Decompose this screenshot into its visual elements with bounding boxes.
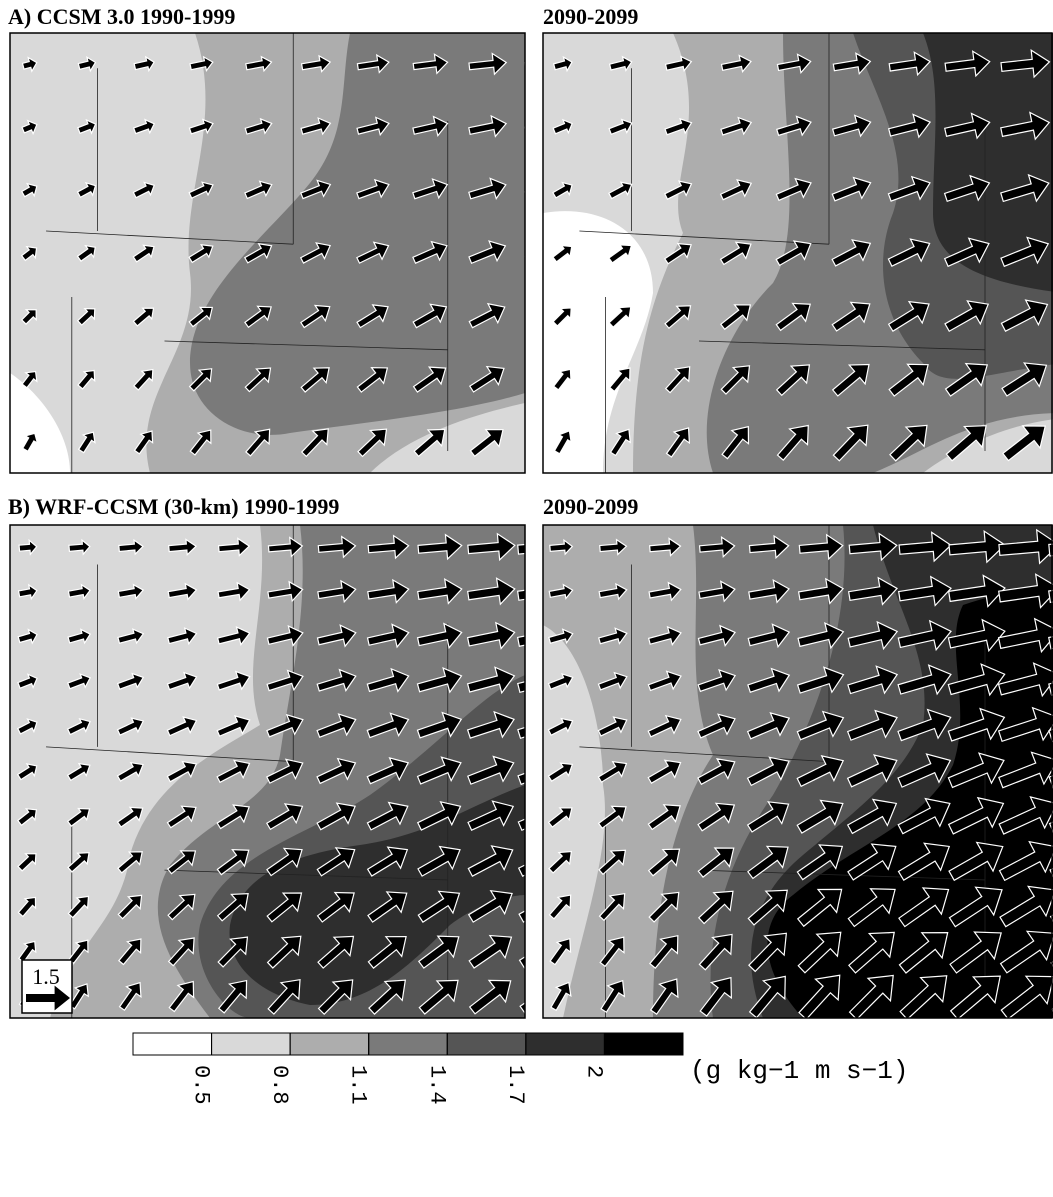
colorbar-swatch	[290, 1033, 369, 1055]
colorbar-swatch	[369, 1033, 448, 1055]
colorbar-tick-label: 0.8	[267, 1065, 292, 1105]
colorbar-swatch	[447, 1033, 526, 1055]
reference-value: 1.5	[32, 964, 60, 989]
colorbar-swatch	[604, 1033, 683, 1055]
colorbar-tick-label: 2	[581, 1065, 606, 1078]
colorbar-swatch	[526, 1033, 605, 1055]
figure: A) CCSM 3.0 1990-1999 2090-2099 B) WRF-C…	[0, 0, 1053, 1197]
colorbar-tick-label: 1.1	[346, 1065, 371, 1105]
panel-title: B) WRF-CCSM (30-km) 1990-1999	[8, 494, 339, 519]
panel-title: 2090-2099	[543, 494, 638, 519]
colorbar-unit: (g kg−1 m s−1)	[690, 1056, 908, 1086]
map-panel	[10, 525, 572, 1021]
colorbar-swatch	[133, 1033, 212, 1055]
map-panel	[543, 33, 1053, 473]
panel-title: 2090-2099	[543, 4, 638, 29]
colorbar-tick-label: 1.4	[424, 1065, 449, 1105]
map-panel	[543, 525, 1053, 1029]
colorbar-tick-label: 1.7	[503, 1065, 528, 1105]
colorbar-swatch	[212, 1033, 291, 1055]
panel-title: A) CCSM 3.0 1990-1999	[8, 4, 235, 29]
colorbar-tick-label: 0.5	[189, 1065, 214, 1105]
map-panel	[10, 33, 568, 473]
